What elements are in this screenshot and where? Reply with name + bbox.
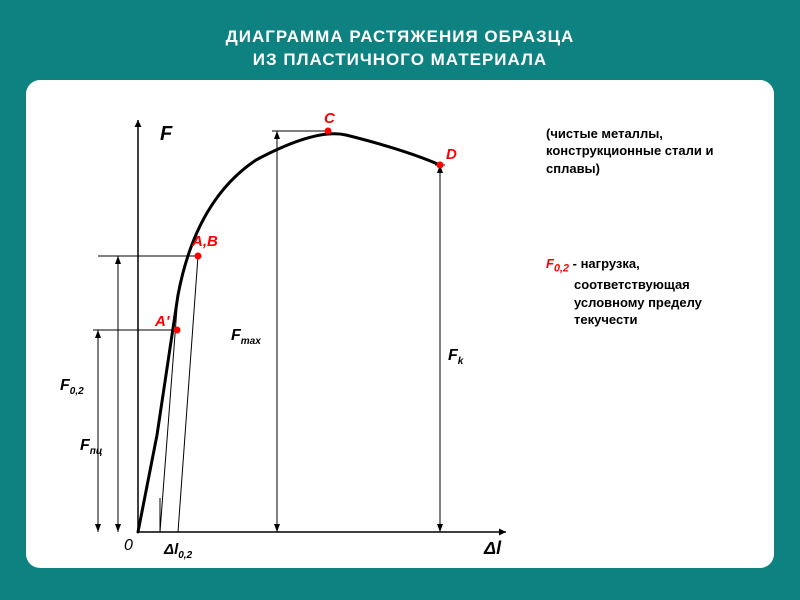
svg-text:F0,2: F0,2 — [60, 377, 84, 397]
point-C — [325, 127, 332, 134]
point-D — [437, 161, 444, 168]
dim-Fk: Fk — [435, 165, 464, 532]
title-line-1: ДИАГРАММА РАСТЯЖЕНИЯ ОБРАЗЦА — [24, 26, 776, 49]
point-label-AB: A,B — [191, 233, 218, 250]
point-label-Aprime: A' — [154, 313, 170, 330]
stress-strain-diagram: F Δl 0 F0,2 Fпц Fmax Fk Δl0,2 A' A,B C D — [26, 80, 774, 568]
dl02-label: Δl0,2 — [163, 541, 193, 561]
svg-text:Fпц: Fпц — [80, 437, 102, 457]
y-axis-label: F — [160, 123, 173, 145]
point-Aprime — [174, 326, 181, 333]
point-label-D: D — [446, 146, 457, 163]
point-AB — [195, 252, 202, 259]
x-axis-label: Δl — [483, 538, 502, 558]
svg-text:Fk: Fk — [448, 347, 464, 367]
origin-label: 0 — [124, 537, 133, 554]
helper-line — [178, 256, 198, 532]
dim-Fmax: Fmax — [231, 131, 282, 532]
dim-F02: F0,2 — [60, 330, 103, 532]
tension-curve — [138, 134, 440, 532]
title-line-2: ИЗ ПЛАСТИЧНОГО МАТЕРИАЛА — [24, 49, 776, 72]
dim-Fpc: Fпц — [80, 256, 123, 532]
svg-text:Fmax: Fmax — [231, 327, 261, 347]
point-label-C: C — [324, 110, 336, 127]
